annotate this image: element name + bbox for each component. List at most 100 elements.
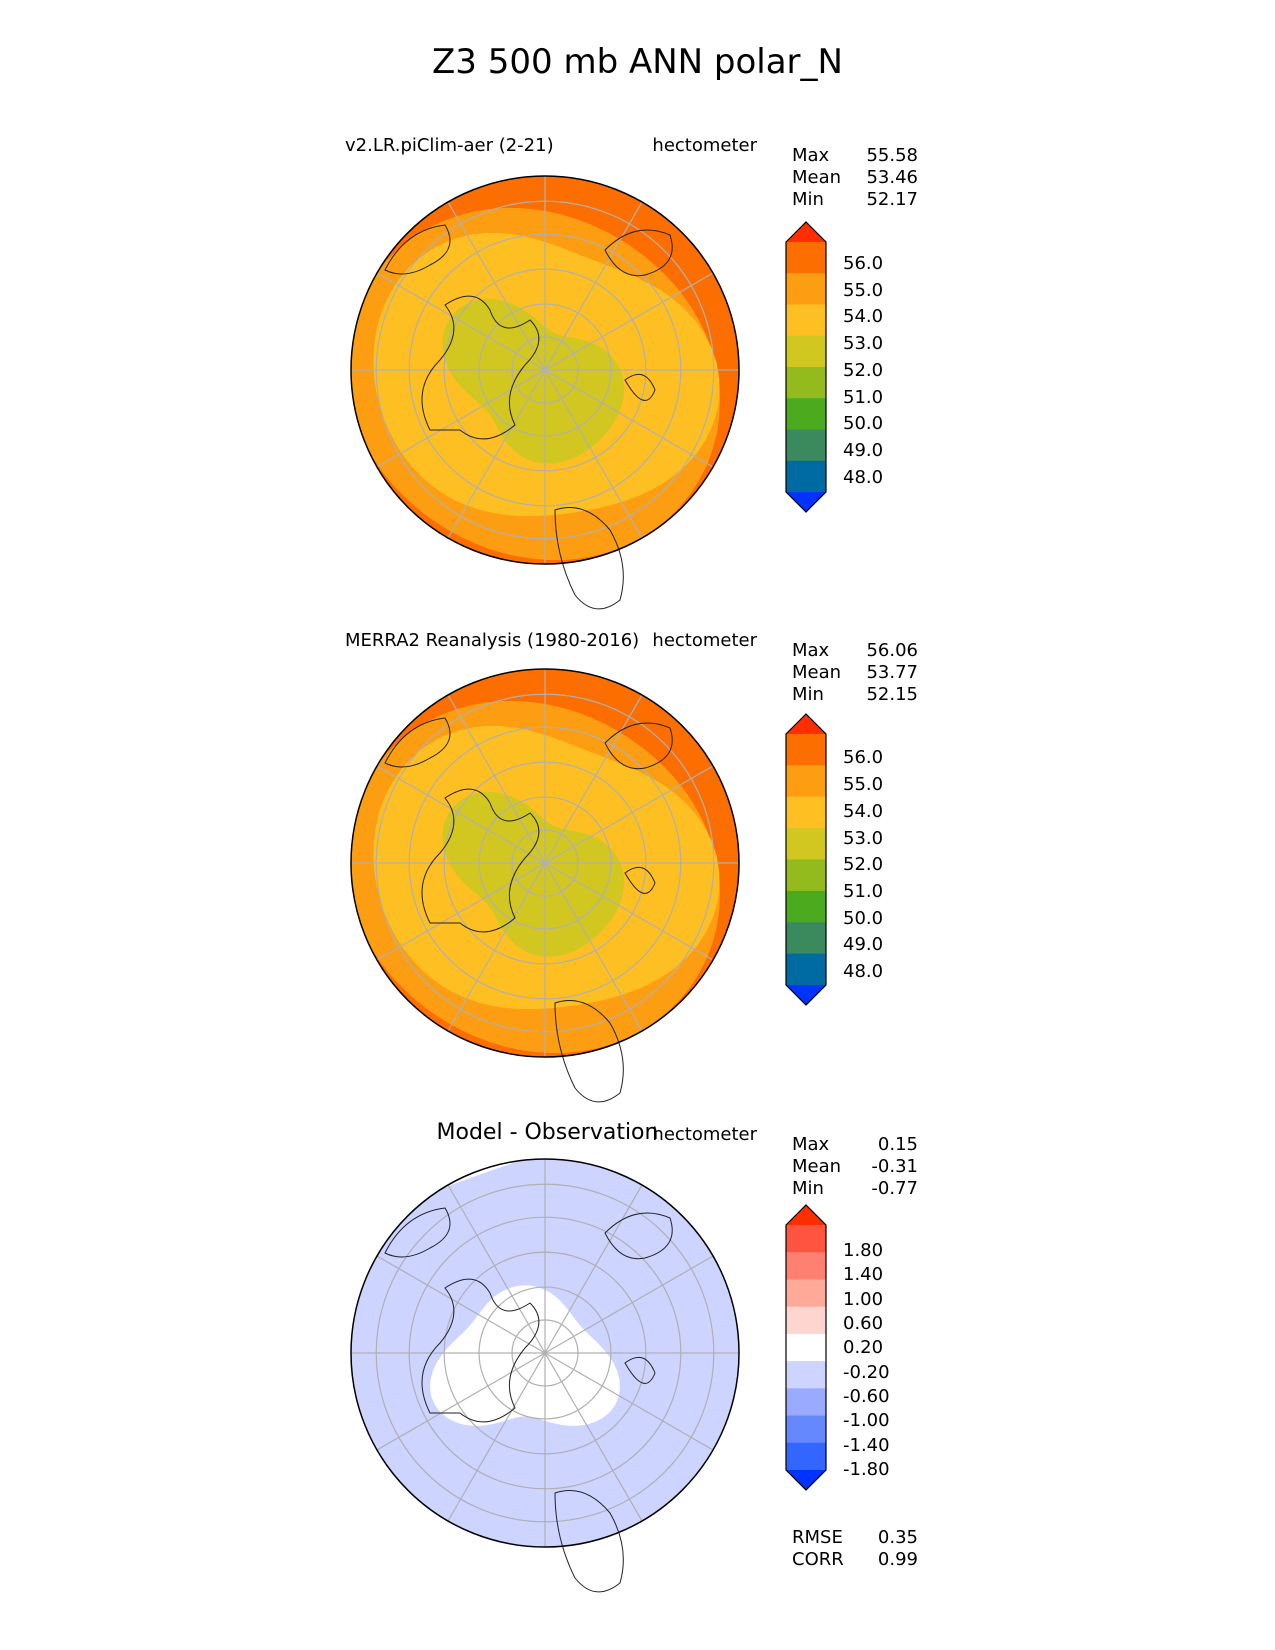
rmse-value: 0.35 xyxy=(877,1527,918,1548)
latitude-gridline xyxy=(443,1251,647,1455)
panel1-map xyxy=(350,175,740,610)
colorbar-bin xyxy=(786,398,826,430)
colorbar-extend-min xyxy=(786,492,826,512)
latitude-gridline xyxy=(478,303,612,437)
contour-fill xyxy=(442,791,625,957)
coastline xyxy=(554,1490,624,1593)
colorbar-bin xyxy=(786,1442,826,1471)
figure-title: Z3 500 mb ANN polar_N xyxy=(432,42,843,82)
cbar2-tick: 55.0 xyxy=(843,774,884,795)
panel1-max-value: 55.58 xyxy=(866,145,918,166)
latitude-gridline xyxy=(511,336,579,404)
panel1-max-label: Max xyxy=(792,145,830,166)
longitude-gridline xyxy=(447,201,643,539)
colorbar-bin xyxy=(786,796,826,829)
coastline xyxy=(554,507,624,610)
colorbar-extend-max xyxy=(786,714,826,734)
latitude-gridline xyxy=(375,200,715,540)
contour-fill xyxy=(351,669,739,1057)
longitude-gridline xyxy=(376,765,714,961)
cbar3-tick: 1.40 xyxy=(843,1264,884,1285)
panel2-units: hectometer xyxy=(652,630,757,651)
colorbar-bin xyxy=(786,367,826,399)
cbar1-tick: 50.0 xyxy=(843,413,884,434)
cbar3-tick: -1.40 xyxy=(843,1435,890,1456)
longitude-gridline xyxy=(376,272,714,468)
colorbar-bin xyxy=(786,765,826,798)
cbar3-tick: -1.00 xyxy=(843,1410,890,1431)
cbar1-tick: 55.0 xyxy=(843,280,884,301)
panel2-mean-value: 53.77 xyxy=(866,662,918,683)
colorbar-bin xyxy=(786,242,826,274)
latitude-gridline xyxy=(478,796,612,930)
contour-fill xyxy=(351,1159,739,1547)
colorbar-extend-max xyxy=(786,222,826,242)
panel3-mean-label: Mean xyxy=(792,1156,842,1177)
contour-fill xyxy=(430,1285,620,1426)
colorbar-bin xyxy=(786,429,826,462)
contour-fill xyxy=(351,1473,461,1547)
latitude-gridline xyxy=(408,233,682,507)
longitude-gridline xyxy=(447,694,643,1032)
cbar1-tick: 53.0 xyxy=(843,333,884,354)
coastline xyxy=(624,1356,656,1384)
contour-fill xyxy=(373,233,720,517)
contour-fill xyxy=(351,1159,525,1199)
contour-fill xyxy=(351,176,739,564)
panel1-min-value: 52.17 xyxy=(866,189,918,210)
panel1-mean-value: 53.46 xyxy=(866,167,918,188)
panel2-min-value: 52.15 xyxy=(866,684,918,705)
cbar2-tick: 50.0 xyxy=(843,908,884,929)
cbar3-tick: 1.80 xyxy=(843,1240,884,1261)
colorbar-extend-max xyxy=(786,1205,826,1225)
colorbar-outline xyxy=(785,713,827,1006)
latitude-gridline xyxy=(375,1183,715,1523)
longitude-gridline xyxy=(447,1184,643,1522)
cbar3-tick: -1.80 xyxy=(843,1459,890,1480)
colorbar-outline xyxy=(785,1204,827,1491)
coastline xyxy=(421,295,540,440)
corr-label: CORR xyxy=(792,1549,844,1570)
rmse-label: RMSE xyxy=(792,1527,843,1548)
colorbar-bin xyxy=(786,828,826,860)
panel2-map xyxy=(350,668,740,1103)
colorbar-bin xyxy=(786,859,826,892)
coastline xyxy=(624,373,656,401)
colorbar-bin xyxy=(786,1252,826,1280)
colorbar-bin xyxy=(786,890,826,923)
panel3-max-value: 0.15 xyxy=(877,1134,918,1155)
cbar2-tick: 51.0 xyxy=(843,881,884,902)
colorbar-bin xyxy=(786,1333,826,1362)
latitude-gridline xyxy=(478,1286,612,1420)
longitude-gridline xyxy=(447,1184,643,1522)
cbar1-tick: 49.0 xyxy=(843,440,884,461)
panel3-mean-value: -0.31 xyxy=(871,1156,918,1177)
latitude-gridline xyxy=(408,726,682,1000)
coastline xyxy=(624,866,656,894)
corr-value: 0.99 xyxy=(877,1549,918,1570)
colorbar-bin xyxy=(786,734,826,766)
coastline xyxy=(384,1207,451,1258)
longitude-gridline xyxy=(447,201,643,539)
cbar1-tick: 56.0 xyxy=(843,253,884,274)
latitude-gridline xyxy=(443,761,647,965)
latitude-gridline xyxy=(443,268,647,472)
contour-fill xyxy=(351,208,720,560)
panel1-min-label: Min xyxy=(792,189,824,210)
panel3-max-label: Max xyxy=(792,1134,830,1155)
cbar2-tick: 52.0 xyxy=(843,854,884,875)
latitude-gridline xyxy=(408,1216,682,1490)
cbar3-tick: 0.60 xyxy=(843,1313,884,1334)
coastline xyxy=(421,1278,540,1423)
coastline xyxy=(604,722,673,770)
panel3-min-label: Min xyxy=(792,1178,824,1199)
coastline xyxy=(604,1212,673,1260)
latitude-gridline xyxy=(375,693,715,1033)
contour-fill xyxy=(373,726,720,1010)
longitude-gridline xyxy=(376,765,714,961)
cbar3-tick: 1.00 xyxy=(843,1289,884,1310)
map-boundary xyxy=(350,175,740,565)
panel1-mean-label: Mean xyxy=(792,167,842,188)
cbar3-tick: -0.60 xyxy=(843,1386,890,1407)
